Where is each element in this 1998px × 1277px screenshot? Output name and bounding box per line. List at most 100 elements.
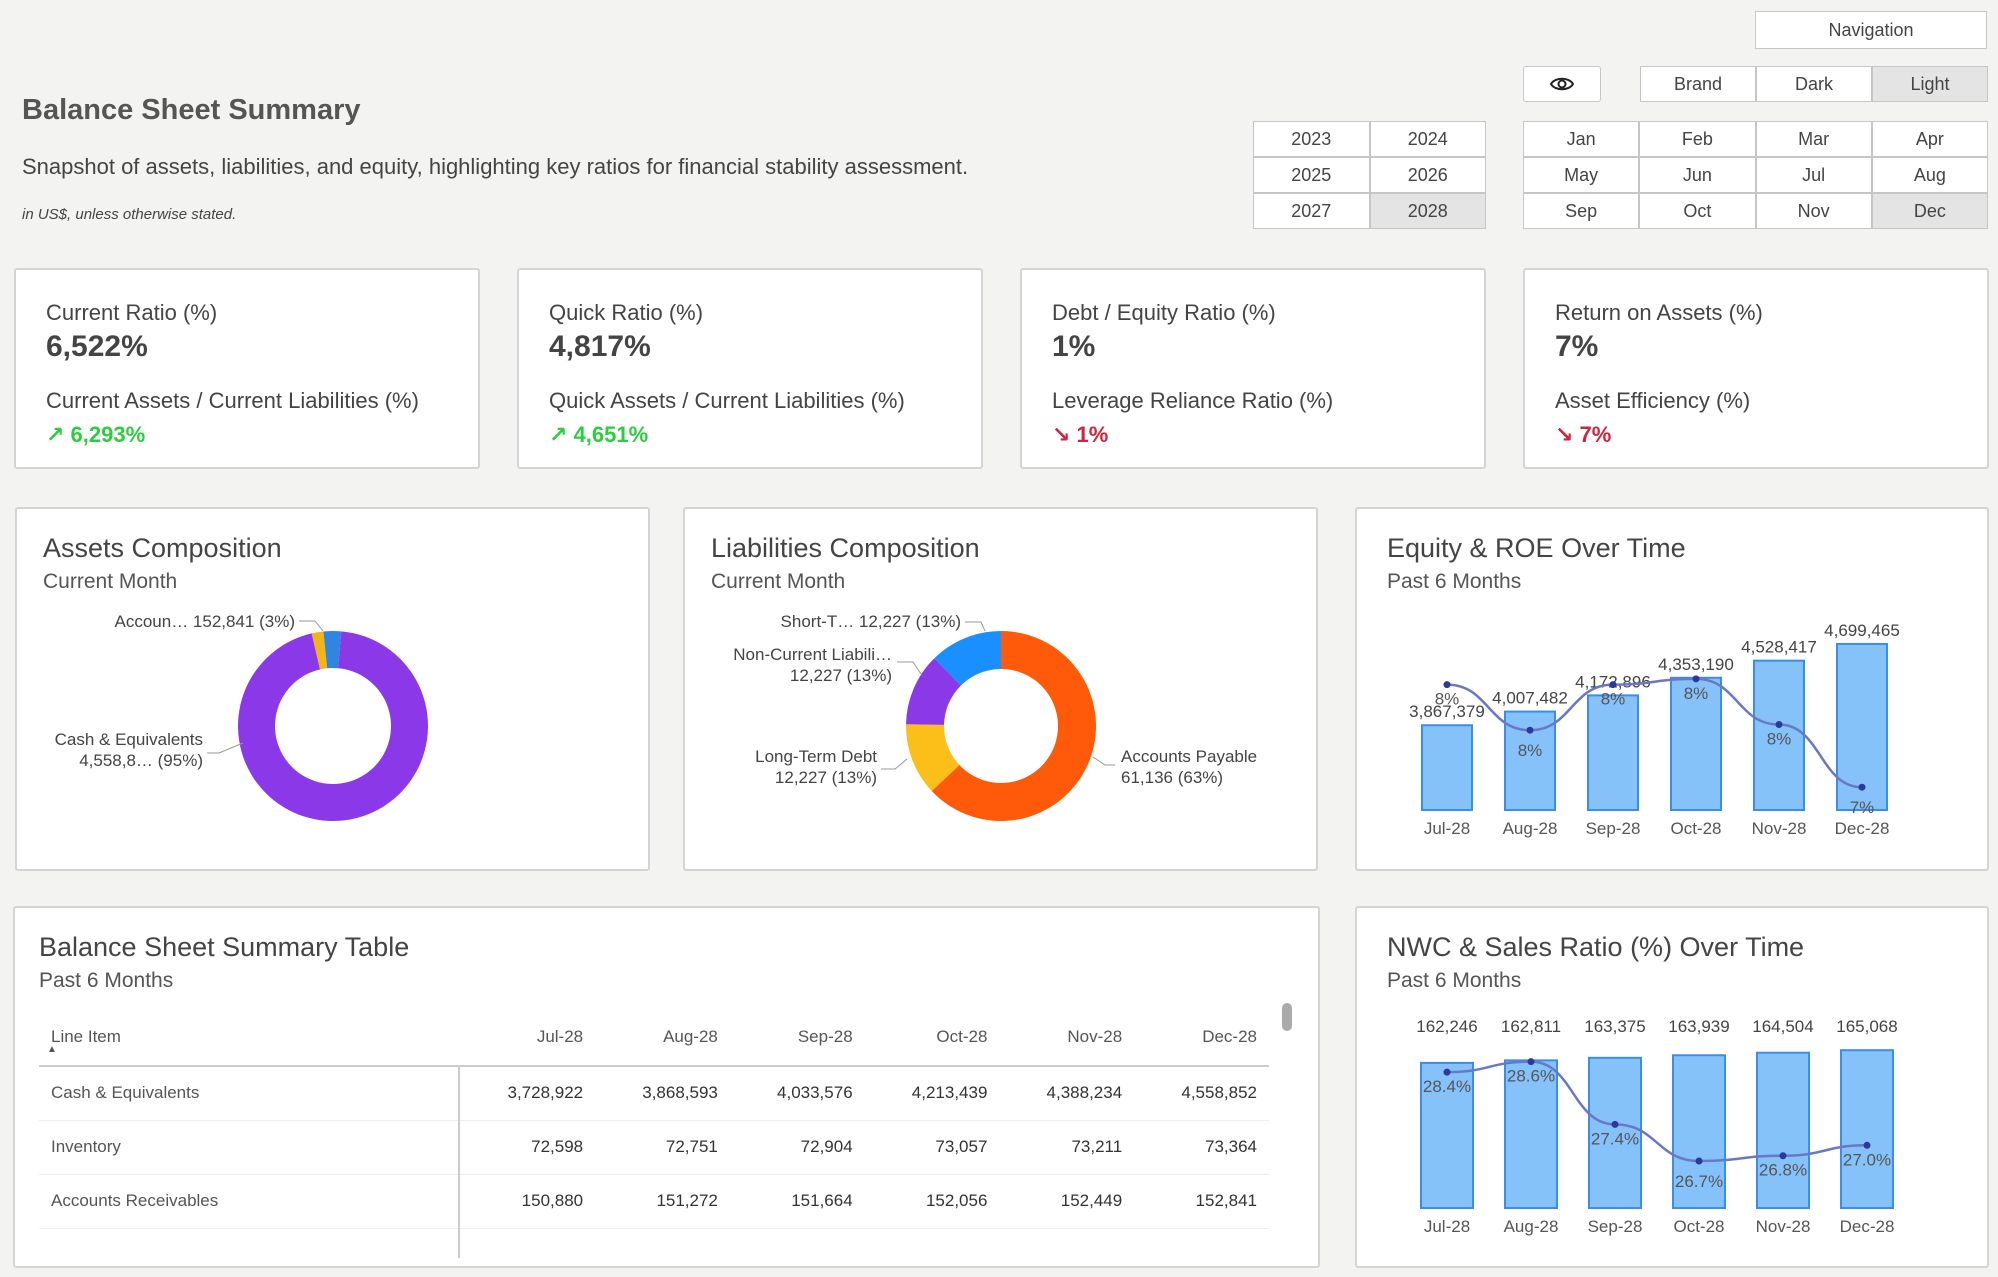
- line-value-label: 8%: [1767, 730, 1792, 749]
- card-subtitle: Current Month: [43, 570, 178, 593]
- table-cell: 4,213,439: [864, 1066, 1000, 1121]
- bar[interactable]: [1588, 1056, 1642, 1209]
- donut-slice[interactable]: [931, 631, 1096, 821]
- table-cell: 4,388,234: [999, 1066, 1135, 1121]
- column-header[interactable]: Aug-28: [595, 1008, 730, 1067]
- bar[interactable]: [1587, 694, 1639, 812]
- month-apr-button[interactable]: Apr: [1871, 121, 1988, 157]
- month-jun-button[interactable]: Jun: [1639, 157, 1756, 193]
- column-header[interactable]: Sep-28: [729, 1008, 865, 1067]
- kpi-value: 1%: [1052, 330, 1096, 363]
- table-row: [39, 1228, 1269, 1258]
- kpi-delta: ↘ 1%: [1052, 422, 1109, 447]
- card-subtitle: Past 6 Months: [1387, 969, 1522, 992]
- bar-value-label: 4,528,417: [1741, 638, 1817, 657]
- donut-slice[interactable]: [906, 658, 961, 725]
- x-tick-label: Oct-28: [1673, 1217, 1724, 1236]
- donut-slice[interactable]: [238, 631, 428, 821]
- x-tick-label: Nov-28: [1752, 819, 1807, 838]
- bar-value-label: 3,867,379: [1409, 702, 1485, 721]
- liabilities-composition-card: Liabilities Composition Current Month Sh…: [683, 507, 1318, 871]
- table-header-row: Line Item ▲ Jul-28 Aug-28 Sep-28 Oct-28 N…: [39, 1008, 1269, 1067]
- line-point[interactable]: [1611, 1120, 1619, 1128]
- month-feb-button[interactable]: Feb: [1639, 121, 1756, 157]
- table-scrollbar[interactable]: [1282, 1003, 1292, 1031]
- table-cell: 72,598: [459, 1120, 596, 1175]
- donut-label: Cash & Equivalents: [55, 730, 203, 749]
- x-tick-label: Aug-28: [1503, 819, 1558, 838]
- kpi-title: Quick Ratio (%): [549, 300, 704, 325]
- month-jan-button[interactable]: Jan: [1523, 121, 1640, 157]
- theme-light-button[interactable]: Light: [1872, 66, 1988, 102]
- table-row: Inventory 72,598 72,751 72,904 73,057 73…: [39, 1120, 1269, 1175]
- donut-slice[interactable]: [323, 631, 342, 669]
- donut-value-label: 61,136 (63%): [1121, 768, 1223, 787]
- column-header-line-item[interactable]: Line Item ▲: [39, 1008, 459, 1067]
- line-value-label: 26.7%: [1675, 1172, 1723, 1191]
- bar-value-label: 163,375: [1584, 1017, 1645, 1036]
- bar-value-label: 4,699,465: [1824, 621, 1900, 640]
- line-point[interactable]: [1863, 1141, 1871, 1149]
- bar[interactable]: [1421, 724, 1473, 811]
- column-header[interactable]: Jul-28: [459, 1008, 596, 1067]
- line-point[interactable]: [1775, 721, 1783, 728]
- month-selector: Jan Feb Mar Apr May Jun Jul Aug Sep Oct …: [1523, 121, 1988, 229]
- x-tick-label: Aug-28: [1504, 1217, 1559, 1236]
- theme-brand-button[interactable]: Brand: [1640, 66, 1756, 102]
- column-header[interactable]: Oct-28: [864, 1008, 1000, 1067]
- visibility-toggle-button[interactable]: [1523, 66, 1601, 102]
- x-tick-label: Jul-28: [1424, 1217, 1470, 1236]
- year-2023-button[interactable]: 2023: [1253, 121, 1370, 157]
- column-header[interactable]: Dec-28: [1134, 1008, 1269, 1067]
- line-point[interactable]: [1443, 1068, 1451, 1076]
- line-point[interactable]: [1692, 675, 1700, 683]
- table-row: Accounts Receivables 150,880 151,272 151…: [39, 1174, 1269, 1229]
- bar-value-label: 162,811: [1501, 1017, 1561, 1036]
- donut-slice[interactable]: [311, 631, 328, 670]
- bar-value-label: 164,504: [1752, 1017, 1813, 1036]
- month-mar-button[interactable]: Mar: [1755, 121, 1872, 157]
- month-sep-button[interactable]: Sep: [1523, 193, 1640, 229]
- kpi-value: 6,522%: [46, 330, 148, 363]
- donut-label: Short-T… 12,227 (13%): [781, 612, 961, 631]
- donut-slice[interactable]: [934, 631, 1001, 686]
- column-header[interactable]: Nov-28: [999, 1008, 1135, 1067]
- line-point[interactable]: [1609, 681, 1617, 689]
- year-2027-button[interactable]: 2027: [1253, 193, 1370, 229]
- page-subtitle: Snapshot of assets, liabilities, and equ…: [22, 154, 969, 179]
- line-point[interactable]: [1695, 1157, 1703, 1165]
- navigation-button[interactable]: Navigation: [1755, 11, 1987, 49]
- bar[interactable]: [1756, 1051, 1810, 1209]
- year-2026-button[interactable]: 2026: [1369, 157, 1486, 193]
- table-cell: Cash & Equivalents: [39, 1066, 460, 1121]
- year-2028-button[interactable]: 2028: [1369, 193, 1486, 229]
- bar[interactable]: [1670, 676, 1722, 811]
- table-cell: 152,449: [999, 1174, 1135, 1229]
- bar[interactable]: [1840, 1049, 1894, 1209]
- line-point[interactable]: [1443, 681, 1451, 689]
- bar-value-label: 4,353,190: [1658, 655, 1734, 674]
- kpi-value: 7%: [1555, 330, 1599, 363]
- theme-dark-button[interactable]: Dark: [1756, 66, 1872, 102]
- x-tick-label: Sep-28: [1588, 1217, 1643, 1236]
- line-point[interactable]: [1526, 726, 1534, 734]
- bar[interactable]: [1420, 1061, 1474, 1209]
- summary-table-card: Balance Sheet Summary Table Past 6 Month…: [13, 906, 1320, 1268]
- month-may-button[interactable]: May: [1523, 157, 1640, 193]
- line-point[interactable]: [1779, 1152, 1787, 1160]
- month-dec-button[interactable]: Dec: [1871, 193, 1988, 229]
- donut-slice[interactable]: [906, 724, 960, 792]
- year-2024-button[interactable]: 2024: [1369, 121, 1486, 157]
- bar[interactable]: [1672, 1054, 1726, 1209]
- month-aug-button[interactable]: Aug: [1871, 157, 1988, 193]
- bar[interactable]: [1504, 1059, 1558, 1209]
- table-cell: Inventory: [39, 1120, 460, 1175]
- x-tick-label: Dec-28: [1835, 819, 1890, 838]
- year-2025-button[interactable]: 2025: [1253, 157, 1370, 193]
- line-point[interactable]: [1858, 783, 1866, 791]
- month-jul-button[interactable]: Jul: [1755, 157, 1872, 193]
- month-oct-button[interactable]: Oct: [1639, 193, 1756, 229]
- month-nov-button[interactable]: Nov: [1755, 193, 1872, 229]
- line-point[interactable]: [1527, 1058, 1535, 1066]
- table-row: Cash & Equivalents 3,728,922 3,868,593 4…: [39, 1066, 1269, 1121]
